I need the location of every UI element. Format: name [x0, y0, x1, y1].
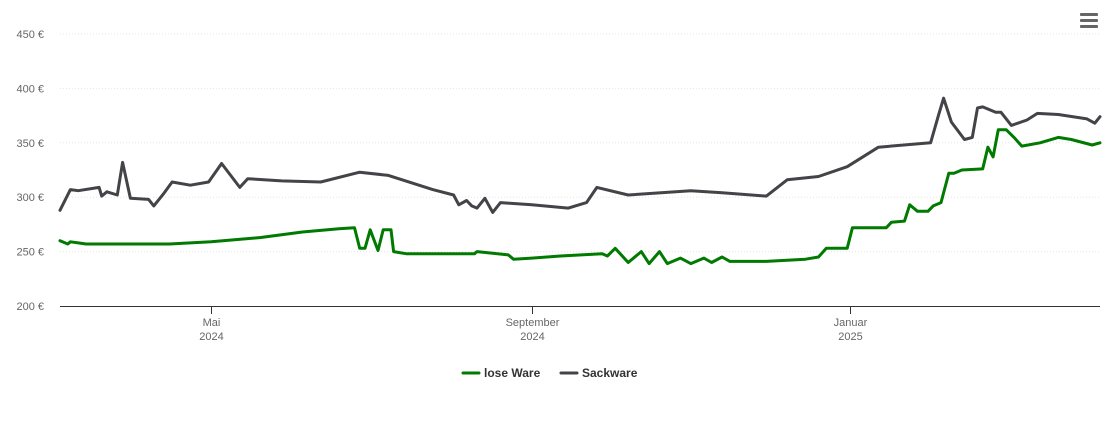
series-group [58, 96, 1102, 266]
legend-item-lose-ware[interactable]: lose Ware [461, 366, 541, 380]
y-tick-label: 200 € [16, 301, 44, 313]
menu-bar [1080, 25, 1098, 28]
legend[interactable]: lose Ware Sackware [461, 366, 638, 380]
x-tick-label-year: 2024 [199, 331, 223, 343]
legend-label: lose Ware [484, 366, 541, 380]
y-tick-label: 350 € [16, 138, 44, 150]
x-tick-label-month: Januar [834, 317, 868, 329]
menu-bar [1080, 13, 1098, 16]
y-tick-label: 300 € [16, 192, 44, 204]
grid-lines [60, 33, 1100, 253]
x-tick-label-year: 2024 [520, 331, 544, 343]
y-tick-label: 250 € [16, 247, 44, 259]
y-tick-label: 400 € [16, 83, 44, 95]
x-tick-label-month: September [506, 317, 560, 329]
y-tick-label: 450 € [16, 29, 44, 41]
legend-item-sackware[interactable]: Sackware [559, 366, 638, 380]
x-tick-label-year: 2025 [838, 331, 862, 343]
hamburger-menu-icon[interactable] [1076, 10, 1102, 34]
y-axis: 200 € 250 € 300 € 350 € 400 € 450 € [16, 29, 44, 313]
legend-label: Sackware [582, 366, 638, 380]
menu-bar [1080, 19, 1098, 22]
x-tick-label-month: Mai [203, 317, 221, 329]
series-line-sackware [58, 96, 1102, 214]
x-axis: Mai 2024 September 2024 Januar 2025 [60, 306, 1100, 343]
series-line-lose-ware [58, 128, 1102, 266]
